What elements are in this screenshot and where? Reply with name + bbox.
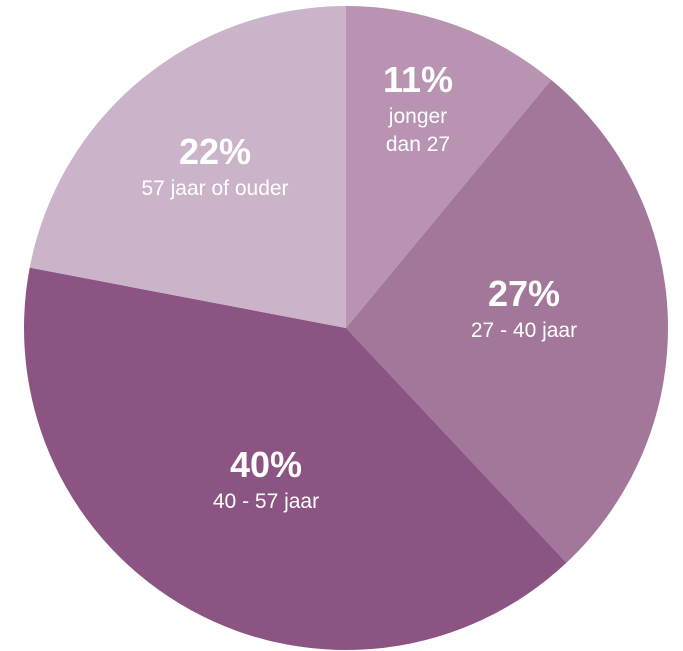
pie-slice-3 (23, 267, 567, 651)
pie-slice-4 (29, 6, 347, 328)
pie-slices (23, 6, 669, 651)
slice-percent-label: 11% (383, 59, 453, 100)
slice-category-label: jonger (388, 105, 447, 128)
slice-category-label: 40 - 57 jaar (213, 490, 319, 513)
slice-percent-label: 40% (230, 444, 302, 485)
slice-category-label: 27 - 40 jaar (471, 319, 577, 342)
slice-category-label: dan 27 (386, 133, 450, 156)
pie-slice-1 (346, 6, 552, 328)
pie-slice-2 (346, 79, 669, 563)
slice-category-label: 57 jaar of ouder (141, 177, 288, 200)
slice-percent-label: 22% (179, 131, 251, 172)
slice-percent-label: 27% (488, 273, 560, 314)
pie-labels: 11% jonger dan 27 27% 27 - 40 jaar 40% 40 - 57… (141, 59, 577, 513)
